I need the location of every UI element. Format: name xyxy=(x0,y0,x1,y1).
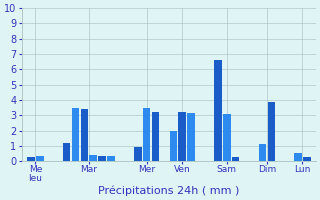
Bar xyxy=(294,153,302,161)
Bar xyxy=(232,157,239,161)
Bar xyxy=(188,113,195,161)
Bar xyxy=(223,114,231,161)
Bar xyxy=(268,102,275,161)
Bar xyxy=(303,157,311,161)
X-axis label: Précipitations 24h ( mm ): Précipitations 24h ( mm ) xyxy=(98,185,240,196)
Bar xyxy=(98,156,106,161)
Bar xyxy=(36,156,44,161)
Bar xyxy=(214,60,222,161)
Bar xyxy=(170,131,177,161)
Bar xyxy=(134,147,141,161)
Bar xyxy=(63,143,70,161)
Bar xyxy=(152,112,159,161)
Bar xyxy=(179,112,186,161)
Bar xyxy=(143,108,150,161)
Bar xyxy=(72,108,79,161)
Bar xyxy=(89,155,97,161)
Bar xyxy=(27,157,35,161)
Bar xyxy=(259,144,266,161)
Bar xyxy=(107,156,115,161)
Bar xyxy=(81,109,88,161)
